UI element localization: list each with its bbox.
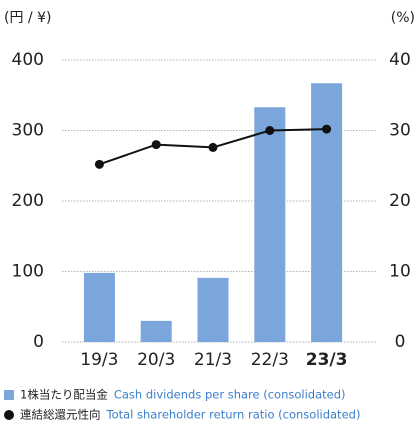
y2-tick-label: 20: [389, 191, 411, 211]
bar: [140, 320, 172, 342]
line-point: [265, 126, 275, 135]
line-point: [208, 142, 218, 152]
y2-tick-label: 30: [389, 121, 411, 141]
x-tick-label: 22/3: [251, 350, 289, 370]
legend-label: 連結総還元性向: [20, 408, 101, 422]
y2-tick-label: 40: [389, 50, 411, 70]
y-tick-label: 0: [33, 332, 44, 352]
x-tick-label: 19/3: [80, 350, 118, 370]
y2-tick-label: 10: [389, 262, 411, 282]
legend-label: 1株当たり配当金: [20, 388, 108, 402]
line-point: [94, 159, 104, 169]
y-tick-label: 300: [12, 121, 44, 141]
x-tick-label: 21/3: [194, 350, 232, 370]
legend-label-en: Total shareholder return ratio (consolid…: [106, 408, 361, 422]
line-point: [151, 140, 161, 150]
y-axis-label: (円 / ¥): [4, 10, 51, 26]
x-tick-label: 23/3: [306, 350, 348, 370]
y-tick-label: 100: [12, 262, 44, 282]
x-tick-label: 20/3: [137, 350, 175, 370]
legend-swatch: [4, 410, 14, 420]
bar: [254, 107, 286, 342]
line-point: [322, 124, 332, 134]
y-tick-label: 400: [12, 50, 44, 70]
bar: [83, 272, 115, 342]
bar: [197, 277, 229, 342]
legend-label-en: Cash dividends per share (consolidated): [114, 388, 346, 402]
y2-tick-label: 0: [395, 332, 406, 352]
bar: [311, 83, 343, 342]
y2-axis-label: (%): [391, 10, 415, 26]
legend-swatch: [4, 390, 14, 400]
y-tick-label: 200: [12, 191, 44, 211]
